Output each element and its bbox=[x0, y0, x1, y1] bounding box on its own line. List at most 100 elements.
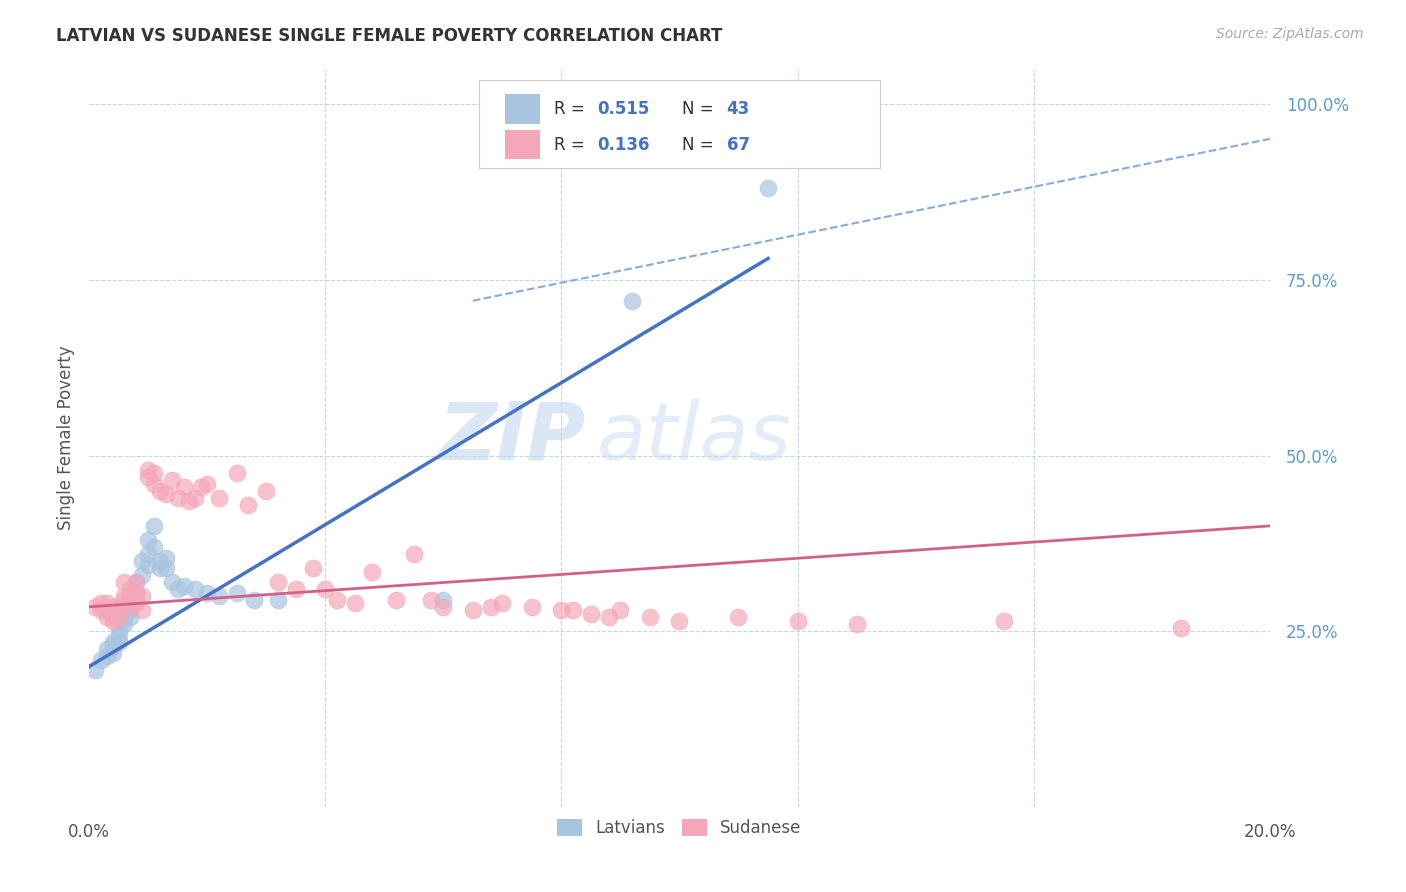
Point bbox=[314, 582, 336, 597]
Point bbox=[195, 586, 218, 600]
Y-axis label: Single Female Poverty: Single Female Poverty bbox=[58, 345, 75, 530]
Point bbox=[598, 610, 620, 624]
Point bbox=[96, 596, 118, 610]
Point bbox=[120, 582, 142, 597]
Point bbox=[638, 610, 661, 624]
Point bbox=[114, 575, 136, 590]
Point bbox=[579, 607, 602, 621]
Point bbox=[160, 473, 183, 487]
Point bbox=[668, 614, 690, 628]
Point bbox=[107, 621, 129, 635]
Point bbox=[267, 575, 290, 590]
Text: N =: N = bbox=[682, 136, 718, 153]
Point bbox=[756, 181, 779, 195]
Point bbox=[343, 596, 366, 610]
Point bbox=[432, 599, 454, 614]
Point bbox=[621, 293, 644, 308]
Point bbox=[101, 614, 124, 628]
Point bbox=[101, 639, 124, 653]
Point bbox=[155, 487, 177, 501]
Point bbox=[284, 582, 307, 597]
Point bbox=[727, 610, 749, 624]
Text: R =: R = bbox=[554, 136, 591, 153]
Point bbox=[120, 589, 142, 603]
Point bbox=[225, 466, 247, 480]
Point bbox=[125, 575, 148, 590]
FancyBboxPatch shape bbox=[478, 79, 880, 169]
Text: 67: 67 bbox=[727, 136, 749, 153]
Text: ZIP: ZIP bbox=[437, 399, 585, 477]
Point bbox=[90, 596, 112, 610]
Point bbox=[166, 491, 188, 505]
Point bbox=[254, 483, 277, 498]
Text: LATVIAN VS SUDANESE SINGLE FEMALE POVERTY CORRELATION CHART: LATVIAN VS SUDANESE SINGLE FEMALE POVERT… bbox=[56, 27, 723, 45]
Point bbox=[326, 592, 349, 607]
Point bbox=[243, 592, 266, 607]
Point bbox=[149, 554, 172, 568]
Text: Source: ZipAtlas.com: Source: ZipAtlas.com bbox=[1216, 27, 1364, 41]
Text: 0.515: 0.515 bbox=[596, 100, 650, 118]
Point bbox=[120, 592, 142, 607]
Point bbox=[136, 462, 159, 476]
Point bbox=[302, 561, 325, 575]
Point bbox=[125, 592, 148, 607]
Point bbox=[160, 575, 183, 590]
Point bbox=[143, 519, 166, 533]
Point bbox=[120, 610, 142, 624]
Point bbox=[131, 589, 153, 603]
Text: R =: R = bbox=[554, 100, 591, 118]
Point bbox=[107, 603, 129, 617]
Point bbox=[131, 568, 153, 582]
Point bbox=[107, 635, 129, 649]
Point bbox=[267, 592, 290, 607]
Point bbox=[461, 603, 484, 617]
Point bbox=[125, 586, 148, 600]
Point bbox=[101, 635, 124, 649]
Point bbox=[208, 491, 231, 505]
Point bbox=[107, 599, 129, 614]
Point bbox=[84, 663, 107, 677]
Point bbox=[491, 596, 513, 610]
Point bbox=[101, 607, 124, 621]
Point bbox=[131, 554, 153, 568]
Point bbox=[107, 610, 129, 624]
Text: N =: N = bbox=[682, 100, 718, 118]
Point bbox=[402, 547, 425, 561]
Point bbox=[136, 558, 159, 572]
Point bbox=[225, 586, 247, 600]
Point bbox=[120, 603, 142, 617]
Point bbox=[420, 592, 443, 607]
Point bbox=[131, 603, 153, 617]
Point bbox=[238, 498, 260, 512]
Point bbox=[149, 561, 172, 575]
Point bbox=[166, 582, 188, 597]
FancyBboxPatch shape bbox=[505, 95, 540, 124]
Point bbox=[155, 561, 177, 575]
Point bbox=[173, 579, 195, 593]
Point bbox=[173, 480, 195, 494]
Point bbox=[90, 652, 112, 666]
Point bbox=[184, 582, 207, 597]
Point bbox=[125, 575, 148, 590]
Point bbox=[101, 599, 124, 614]
Legend: Latvians, Sudanese: Latvians, Sudanese bbox=[551, 812, 808, 843]
Text: atlas: atlas bbox=[596, 399, 792, 477]
Point bbox=[114, 589, 136, 603]
Point bbox=[190, 480, 212, 494]
Point bbox=[385, 592, 408, 607]
Point bbox=[179, 494, 201, 508]
Text: 43: 43 bbox=[727, 100, 749, 118]
Point bbox=[120, 599, 142, 614]
Point bbox=[520, 599, 543, 614]
Point bbox=[143, 466, 166, 480]
Point bbox=[786, 614, 808, 628]
Point bbox=[1170, 621, 1192, 635]
Point bbox=[125, 596, 148, 610]
Point bbox=[143, 540, 166, 554]
Point bbox=[208, 589, 231, 603]
Point bbox=[96, 648, 118, 663]
Point bbox=[96, 610, 118, 624]
Point bbox=[136, 533, 159, 547]
Point bbox=[184, 491, 207, 505]
Point bbox=[120, 596, 142, 610]
